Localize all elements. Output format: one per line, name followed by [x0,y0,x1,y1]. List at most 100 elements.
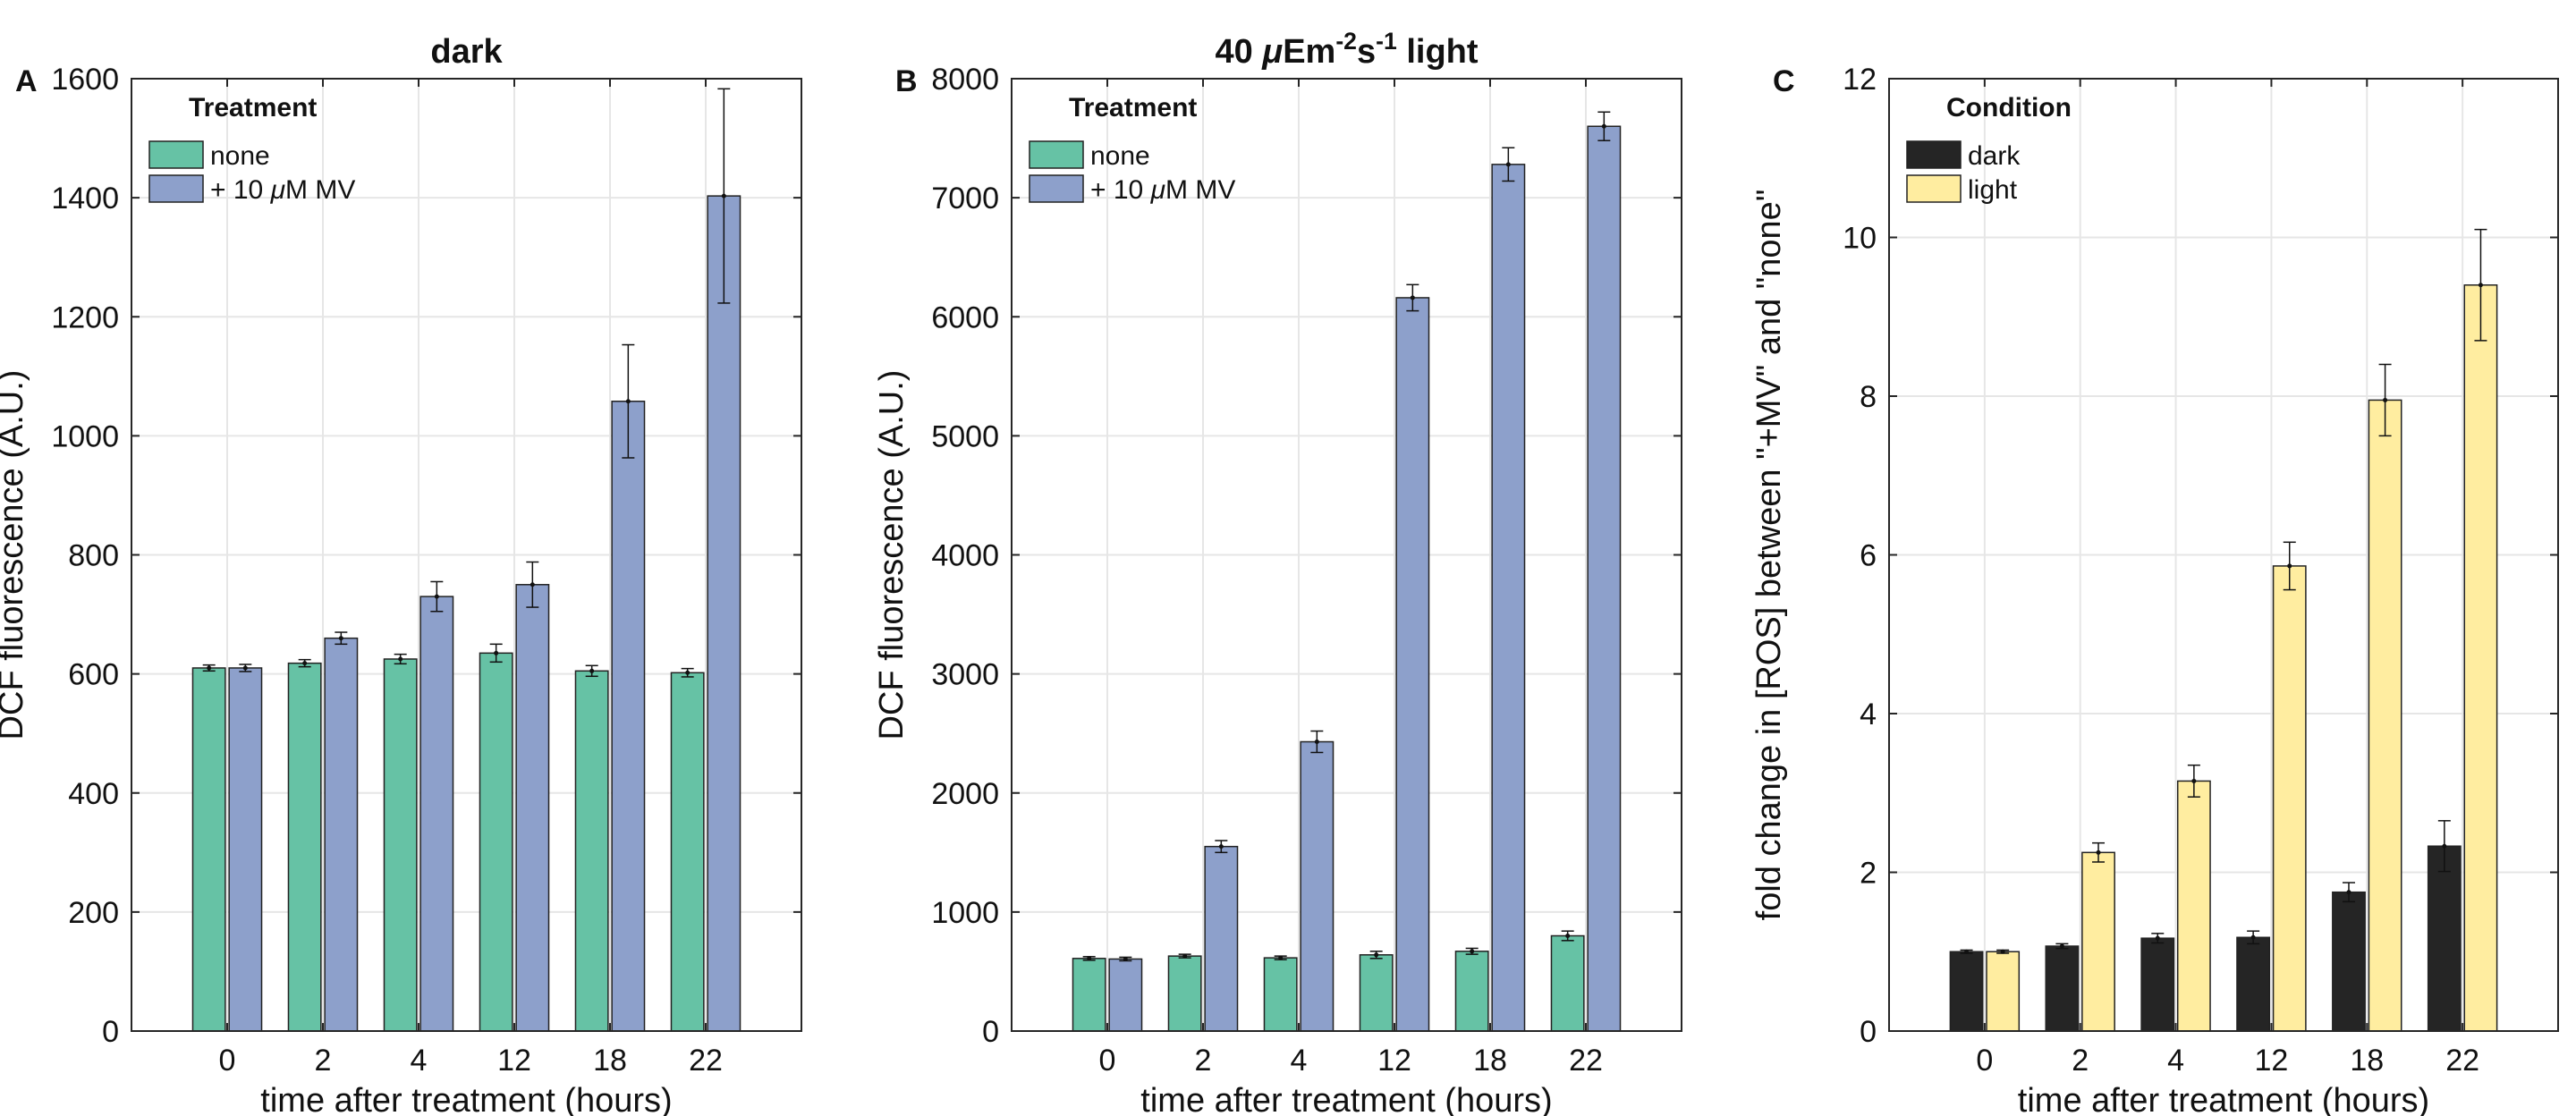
x-tick-label: 0 [219,1044,236,1078]
bar [2140,937,2175,1032]
y-tick-label: 1400 [51,182,119,216]
legend-swatch [148,140,204,169]
x-tick-label: 4 [2167,1044,2184,1078]
y-tick-label: 400 [68,777,119,811]
bar [1587,125,1622,1032]
bar [1263,957,1298,1032]
bar [2236,936,2271,1032]
bar [1204,845,1239,1032]
x-tick-label: 2 [2072,1044,2089,1078]
x-tick-label: 12 [2255,1044,2289,1078]
panel-letter: C [1773,64,1795,98]
y-tick-label: 6 [1860,539,1877,573]
mean-point [207,665,212,671]
x-tick-label: 0 [1976,1044,1993,1078]
legend: Condition dark light [1906,93,2072,205]
bar [670,672,705,1032]
y-tick-label: 12 [1843,63,1877,97]
bar [419,596,454,1032]
y-tick-label: 0 [102,1015,119,1049]
y-tick-label: 1600 [51,63,119,97]
bar [2427,845,2462,1032]
y-tick-label: 2000 [931,777,999,811]
mean-point [1218,844,1224,850]
y-tick-label: 8 [1860,380,1877,414]
bar [228,667,263,1032]
bar [574,670,609,1032]
bar [2463,284,2498,1032]
bar [324,637,359,1032]
x-tick-label: 4 [1291,1044,1308,1078]
bar [479,652,513,1032]
y-tick-label: 4000 [931,539,999,573]
y-tick-label: 1200 [51,300,119,334]
mean-point [530,582,535,588]
x-tick-label: 12 [497,1044,531,1078]
mean-point [2287,563,2292,569]
panel-c: 0 2 4 6 8 10 12 0 2 4 12 18 22 time after treatment (… [1750,63,2559,1116]
legend-label: light [1968,175,2018,205]
bar [1300,740,1335,1032]
y-tick-label: 1000 [51,419,119,453]
legend-title: Treatment [189,93,317,123]
x-tick-label: 2 [1195,1044,1212,1078]
bar [1395,297,1430,1032]
bar [1949,951,1984,1032]
y-tick-label: 3000 [931,658,999,692]
mean-point [2155,935,2160,941]
bar [1108,958,1143,1032]
mean-point [2442,843,2447,849]
mean-point [685,670,691,675]
legend-title: Condition [1946,93,2072,123]
x-tick-label: 18 [2350,1044,2384,1078]
mean-point [1505,162,1511,167]
bar [2332,891,2366,1032]
mean-point [2346,890,2351,895]
x-axis-label: time after treatment (hours) [260,1082,672,1116]
x-tick-label: 18 [1473,1044,1507,1078]
bar [1359,954,1394,1032]
legend-title: Treatment [1069,93,1197,123]
mean-point [302,661,308,666]
mean-point [1123,956,1128,961]
bar [2045,945,2080,1032]
y-axis-label: DCF fluorescence (A.U.) [0,370,30,740]
mean-point [434,594,439,599]
x-axis-label: time after treatment (hours) [1140,1082,1552,1116]
mean-point [589,668,595,673]
mean-point [1182,953,1188,959]
bar [707,195,741,1032]
x-tick-label: 22 [1569,1044,1603,1078]
legend-label: none [1090,141,1150,171]
bar [611,401,646,1032]
bar [1072,958,1106,1032]
y-tick-label: 0 [1860,1015,1877,1049]
mean-point [1601,123,1606,129]
mean-point [1374,952,1379,958]
y-tick-label: 5000 [931,419,999,453]
bar [2272,565,2307,1032]
y-tick-label: 800 [68,539,119,573]
bar [2368,399,2402,1032]
bar [2176,780,2211,1032]
bar [1167,955,1202,1032]
mean-point [1410,295,1415,300]
bar [287,662,322,1032]
mean-point [338,636,343,641]
legend-swatch [1906,140,1962,169]
y-tick-label: 8000 [931,63,999,97]
x-tick-label: 12 [1377,1044,1411,1078]
mean-point [398,656,403,662]
x-tick-label: 22 [2445,1044,2479,1078]
mean-point [2000,949,2005,954]
legend: Treatment none + 10 μM MV [148,93,355,205]
y-tick-label: 0 [982,1015,999,1049]
y-tick-label: 4 [1860,698,1877,731]
panel-b: 0 1000 2000 3000 4000 5000 6000 7000 8000 0 2 4 12 18… [873,28,1682,1116]
mean-point [1964,949,1970,954]
mean-point [494,650,499,655]
panel-a: 0 200 400 600 800 1000 1200 1400 1600 0 2 4 12 18 22 ti… [0,33,802,1116]
mean-point [721,193,726,199]
y-tick-label: 6000 [931,300,999,334]
